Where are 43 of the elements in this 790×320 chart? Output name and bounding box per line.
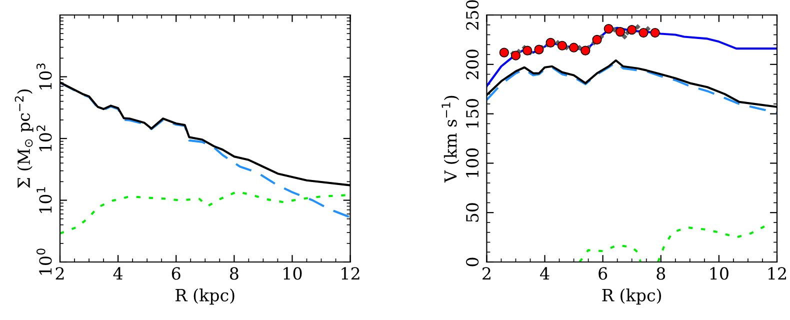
x-tick-label: 8	[656, 267, 666, 280]
point	[627, 25, 637, 35]
x-tick-label: 12	[342, 267, 360, 280]
x-axis-title: R (kpc)	[176, 288, 234, 305]
y-tick-label: 10$^{1}$	[36, 187, 52, 213]
point	[622, 34, 628, 40]
x-tick-label: 6	[598, 267, 608, 280]
x-axis-title: R (kpc)	[602, 288, 662, 305]
x-tick-label: 8	[230, 267, 238, 280]
point	[546, 38, 556, 48]
point	[580, 46, 590, 56]
x-tick-label: 2	[482, 267, 490, 280]
x-tick-label: 4	[113, 267, 123, 280]
point	[499, 48, 509, 58]
y-tick-label: 50	[466, 203, 479, 222]
point	[604, 24, 614, 34]
x-tick-label: 10	[710, 267, 728, 280]
line-series	[60, 82, 350, 218]
point	[592, 34, 602, 45]
y-axis-title: Σ (M$_{⊙}$ pc$^{−2}$)	[14, 89, 34, 188]
y-axis-title: V (km s$^{−1}$)	[442, 96, 460, 183]
point	[634, 24, 640, 30]
y-tick-label: 100	[466, 148, 479, 178]
y-tick-label: 200	[466, 50, 479, 80]
y-tick-label: 10$^{0}$	[36, 248, 52, 275]
x-tick-label: 2	[56, 267, 64, 280]
y-tick-label: 10$^{2}$	[36, 126, 52, 152]
point	[557, 40, 567, 50]
x-tick-label: 12	[768, 267, 786, 280]
y-tick-label: 150	[466, 99, 479, 128]
point	[522, 46, 532, 56]
point	[638, 28, 648, 38]
x-tick-label: 10	[284, 267, 302, 280]
y-tick-label: 250	[466, 0, 479, 30]
point	[568, 42, 579, 52]
x-tick-label: 6	[172, 267, 180, 280]
x-tick-label: 4	[540, 267, 550, 280]
point	[650, 28, 660, 38]
point	[510, 50, 521, 60]
y-tick-label: 0	[466, 258, 479, 266]
y-tick-label: 10$^{3}$	[36, 64, 52, 90]
point	[534, 44, 544, 54]
point	[615, 26, 626, 37]
